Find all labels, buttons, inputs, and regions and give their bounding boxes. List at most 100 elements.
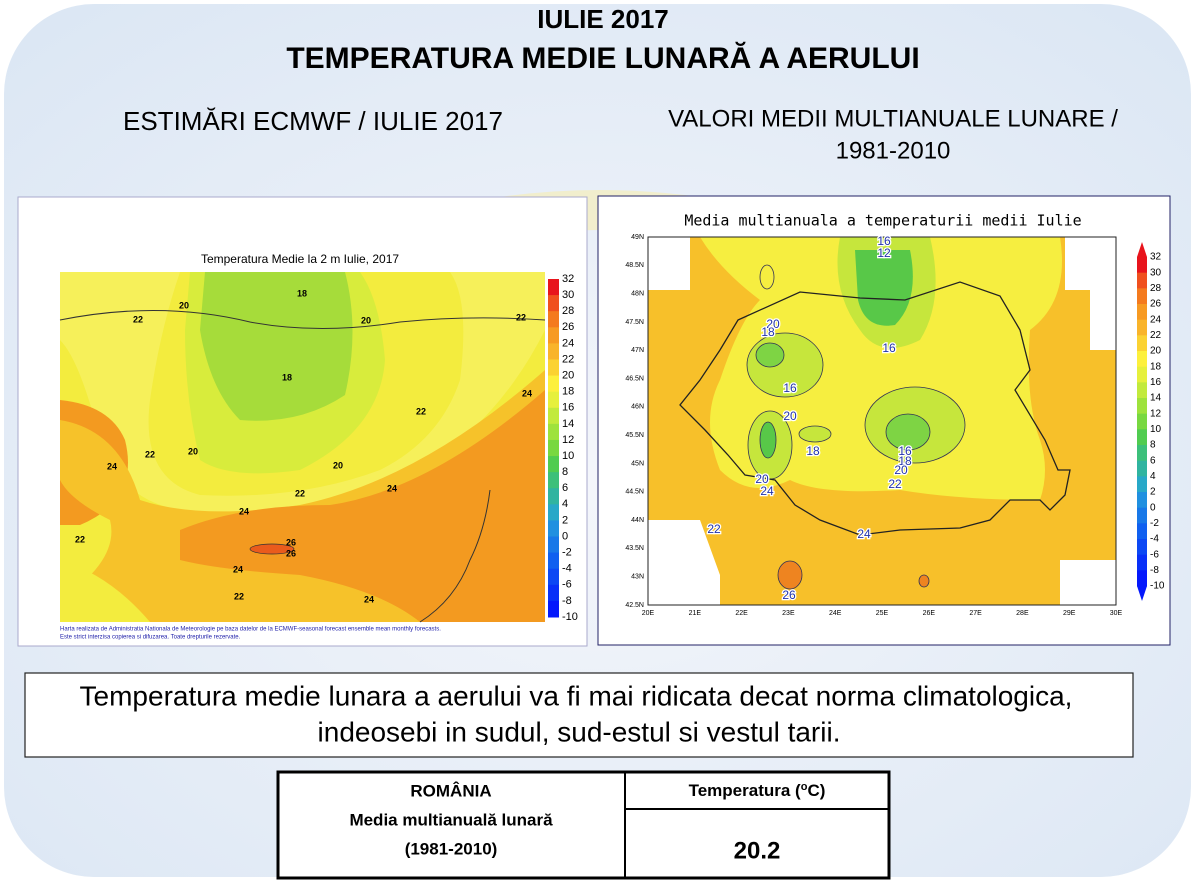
lat-label: 45N <box>631 460 644 467</box>
field <box>777 560 803 590</box>
colorbar-segment <box>1137 351 1147 368</box>
colorbar-segment <box>548 327 559 344</box>
colorbar-segment <box>548 279 559 296</box>
lon-label: 21E <box>689 610 702 617</box>
colorbar-segment <box>548 600 559 618</box>
colorbar-label: 28 <box>1150 283 1162 294</box>
contour-label: 24 <box>760 484 774 498</box>
contour-label: 24 <box>522 388 532 398</box>
field <box>200 272 353 421</box>
colorbar-segment <box>1137 492 1147 509</box>
colorbar-label: -8 <box>562 595 572 607</box>
colorbar-label: 10 <box>1150 424 1162 435</box>
colorbar-label: 18 <box>562 386 574 398</box>
lon-label: 22E <box>735 610 748 617</box>
contour-label: 16 <box>783 381 797 395</box>
contour-label: 24 <box>233 564 243 574</box>
contour-label: 26 <box>782 588 796 602</box>
contour-label: 24 <box>387 483 397 493</box>
contour-label: 26 <box>286 548 296 558</box>
colorbar-label: 24 <box>562 337 574 349</box>
colorbar-segment <box>1137 476 1147 493</box>
colorbar-label: 0 <box>562 530 568 542</box>
contour-label: 20 <box>766 317 780 331</box>
colorbar-label: 26 <box>1150 299 1162 310</box>
colorbar-segment <box>548 311 559 328</box>
contour-label: 22 <box>707 522 721 536</box>
contour-label: 20 <box>179 300 189 310</box>
colorbar-label: 22 <box>1150 330 1162 341</box>
colorbar-label: -4 <box>1150 534 1159 545</box>
lon-label: 30E <box>1110 610 1123 617</box>
field <box>759 264 775 290</box>
colorbar-label: -8 <box>1150 565 1159 576</box>
lon-label: 20E <box>642 610 655 617</box>
contour-label: 24 <box>857 527 871 541</box>
colorbar-label: -2 <box>1150 518 1159 529</box>
colorbar-label: 22 <box>562 353 574 365</box>
colorbar-segment <box>1137 272 1147 289</box>
lat-label: 42.5N <box>625 602 644 609</box>
colorbar-label: 6 <box>1150 455 1156 466</box>
colorbar-label: 6 <box>562 482 568 494</box>
lat-label: 43N <box>631 574 644 581</box>
colorbar-segment <box>1137 554 1147 571</box>
colorbar-segment <box>1137 507 1147 524</box>
colorbar-segment <box>1137 288 1147 305</box>
map-title: Media multianuala a temperaturii medii I… <box>684 212 1081 230</box>
field <box>759 421 777 459</box>
lat-label: 45.5N <box>625 432 644 439</box>
colorbar-label: -10 <box>562 611 578 623</box>
colorbar-segment <box>1137 429 1147 446</box>
lon-label: 27E <box>969 610 982 617</box>
table-frame <box>276 770 891 880</box>
field <box>60 560 150 622</box>
contour-label: 22 <box>234 591 244 601</box>
field <box>249 543 295 555</box>
colorbar-segment <box>548 295 559 312</box>
plot-frame <box>647 236 1117 606</box>
contour-label: 20 <box>361 315 371 325</box>
contour-label: 20 <box>783 409 797 423</box>
country-border <box>679 281 1071 536</box>
colorbar-label: 16 <box>1150 377 1162 388</box>
colorbar-label: -4 <box>562 563 572 575</box>
colorbar-label: 20 <box>562 369 574 381</box>
colorbar-label: 0 <box>1150 502 1156 513</box>
colorbar-segment <box>1137 460 1147 477</box>
contour-label: 18 <box>297 288 307 298</box>
colorbar-label: 14 <box>1150 393 1162 404</box>
colorbar-label: 32 <box>1150 252 1162 263</box>
contour-label: 24 <box>107 461 117 471</box>
contour-label: 20 <box>188 446 198 456</box>
table-value: 20.2 <box>734 837 781 864</box>
colorbar-segment <box>548 584 559 602</box>
colorbar-segment <box>548 439 559 457</box>
colorbar-segment <box>548 552 559 570</box>
contour-label: 12 <box>877 246 891 260</box>
colorbar-segment <box>548 407 559 425</box>
colorbar-label: 4 <box>1150 471 1156 482</box>
contour-label: 22 <box>516 312 526 322</box>
colorbar-segment <box>1137 304 1147 321</box>
colorbar-label: 30 <box>562 289 574 301</box>
statement: Temperatura medie lunara a aerului va fi… <box>80 680 1073 711</box>
colorbar-segment <box>1137 319 1147 336</box>
contour-label: 24 <box>239 506 249 516</box>
contour-label: 18 <box>282 372 292 382</box>
contour-label: 18 <box>806 444 820 458</box>
left-map: Temperatura Medie la 2 m Iulie, 2017 Har… <box>17 196 588 647</box>
footnote: Este strict interzisa copierea si difuza… <box>60 635 241 641</box>
colorbar-segment <box>548 423 559 441</box>
contour-label: 26 <box>286 537 296 547</box>
table-header-text: Temperatura ( <box>689 781 801 800</box>
title: TEMPERATURA MEDIE LUNARĂ A AERULUI <box>286 41 919 75</box>
colorbar-segment <box>548 520 559 538</box>
colorbar-label: 16 <box>562 402 574 414</box>
contour-label: 20 <box>894 463 908 477</box>
colorbar-segment <box>548 375 559 393</box>
colorbar-label: -6 <box>1150 549 1159 560</box>
colorbar-segment <box>1137 382 1147 399</box>
lon-label: 28E <box>1016 610 1029 617</box>
colorbar-label: 14 <box>562 418 574 430</box>
